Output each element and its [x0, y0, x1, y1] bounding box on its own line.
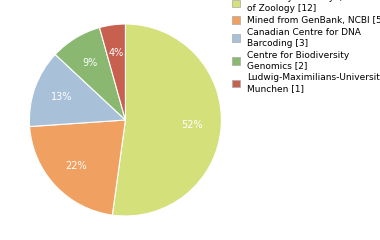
Legend: University of Malaya, Museum
of Zoology [12], Mined from GenBank, NCBI [5], Cana: University of Malaya, Museum of Zoology … — [231, 0, 380, 94]
Wedge shape — [30, 120, 125, 215]
Wedge shape — [100, 24, 125, 120]
Wedge shape — [112, 24, 222, 216]
Wedge shape — [29, 54, 125, 126]
Text: 4%: 4% — [109, 48, 124, 58]
Text: 22%: 22% — [65, 161, 87, 171]
Wedge shape — [55, 28, 125, 120]
Text: 9%: 9% — [83, 58, 98, 68]
Text: 13%: 13% — [51, 92, 73, 102]
Text: 52%: 52% — [182, 120, 203, 130]
